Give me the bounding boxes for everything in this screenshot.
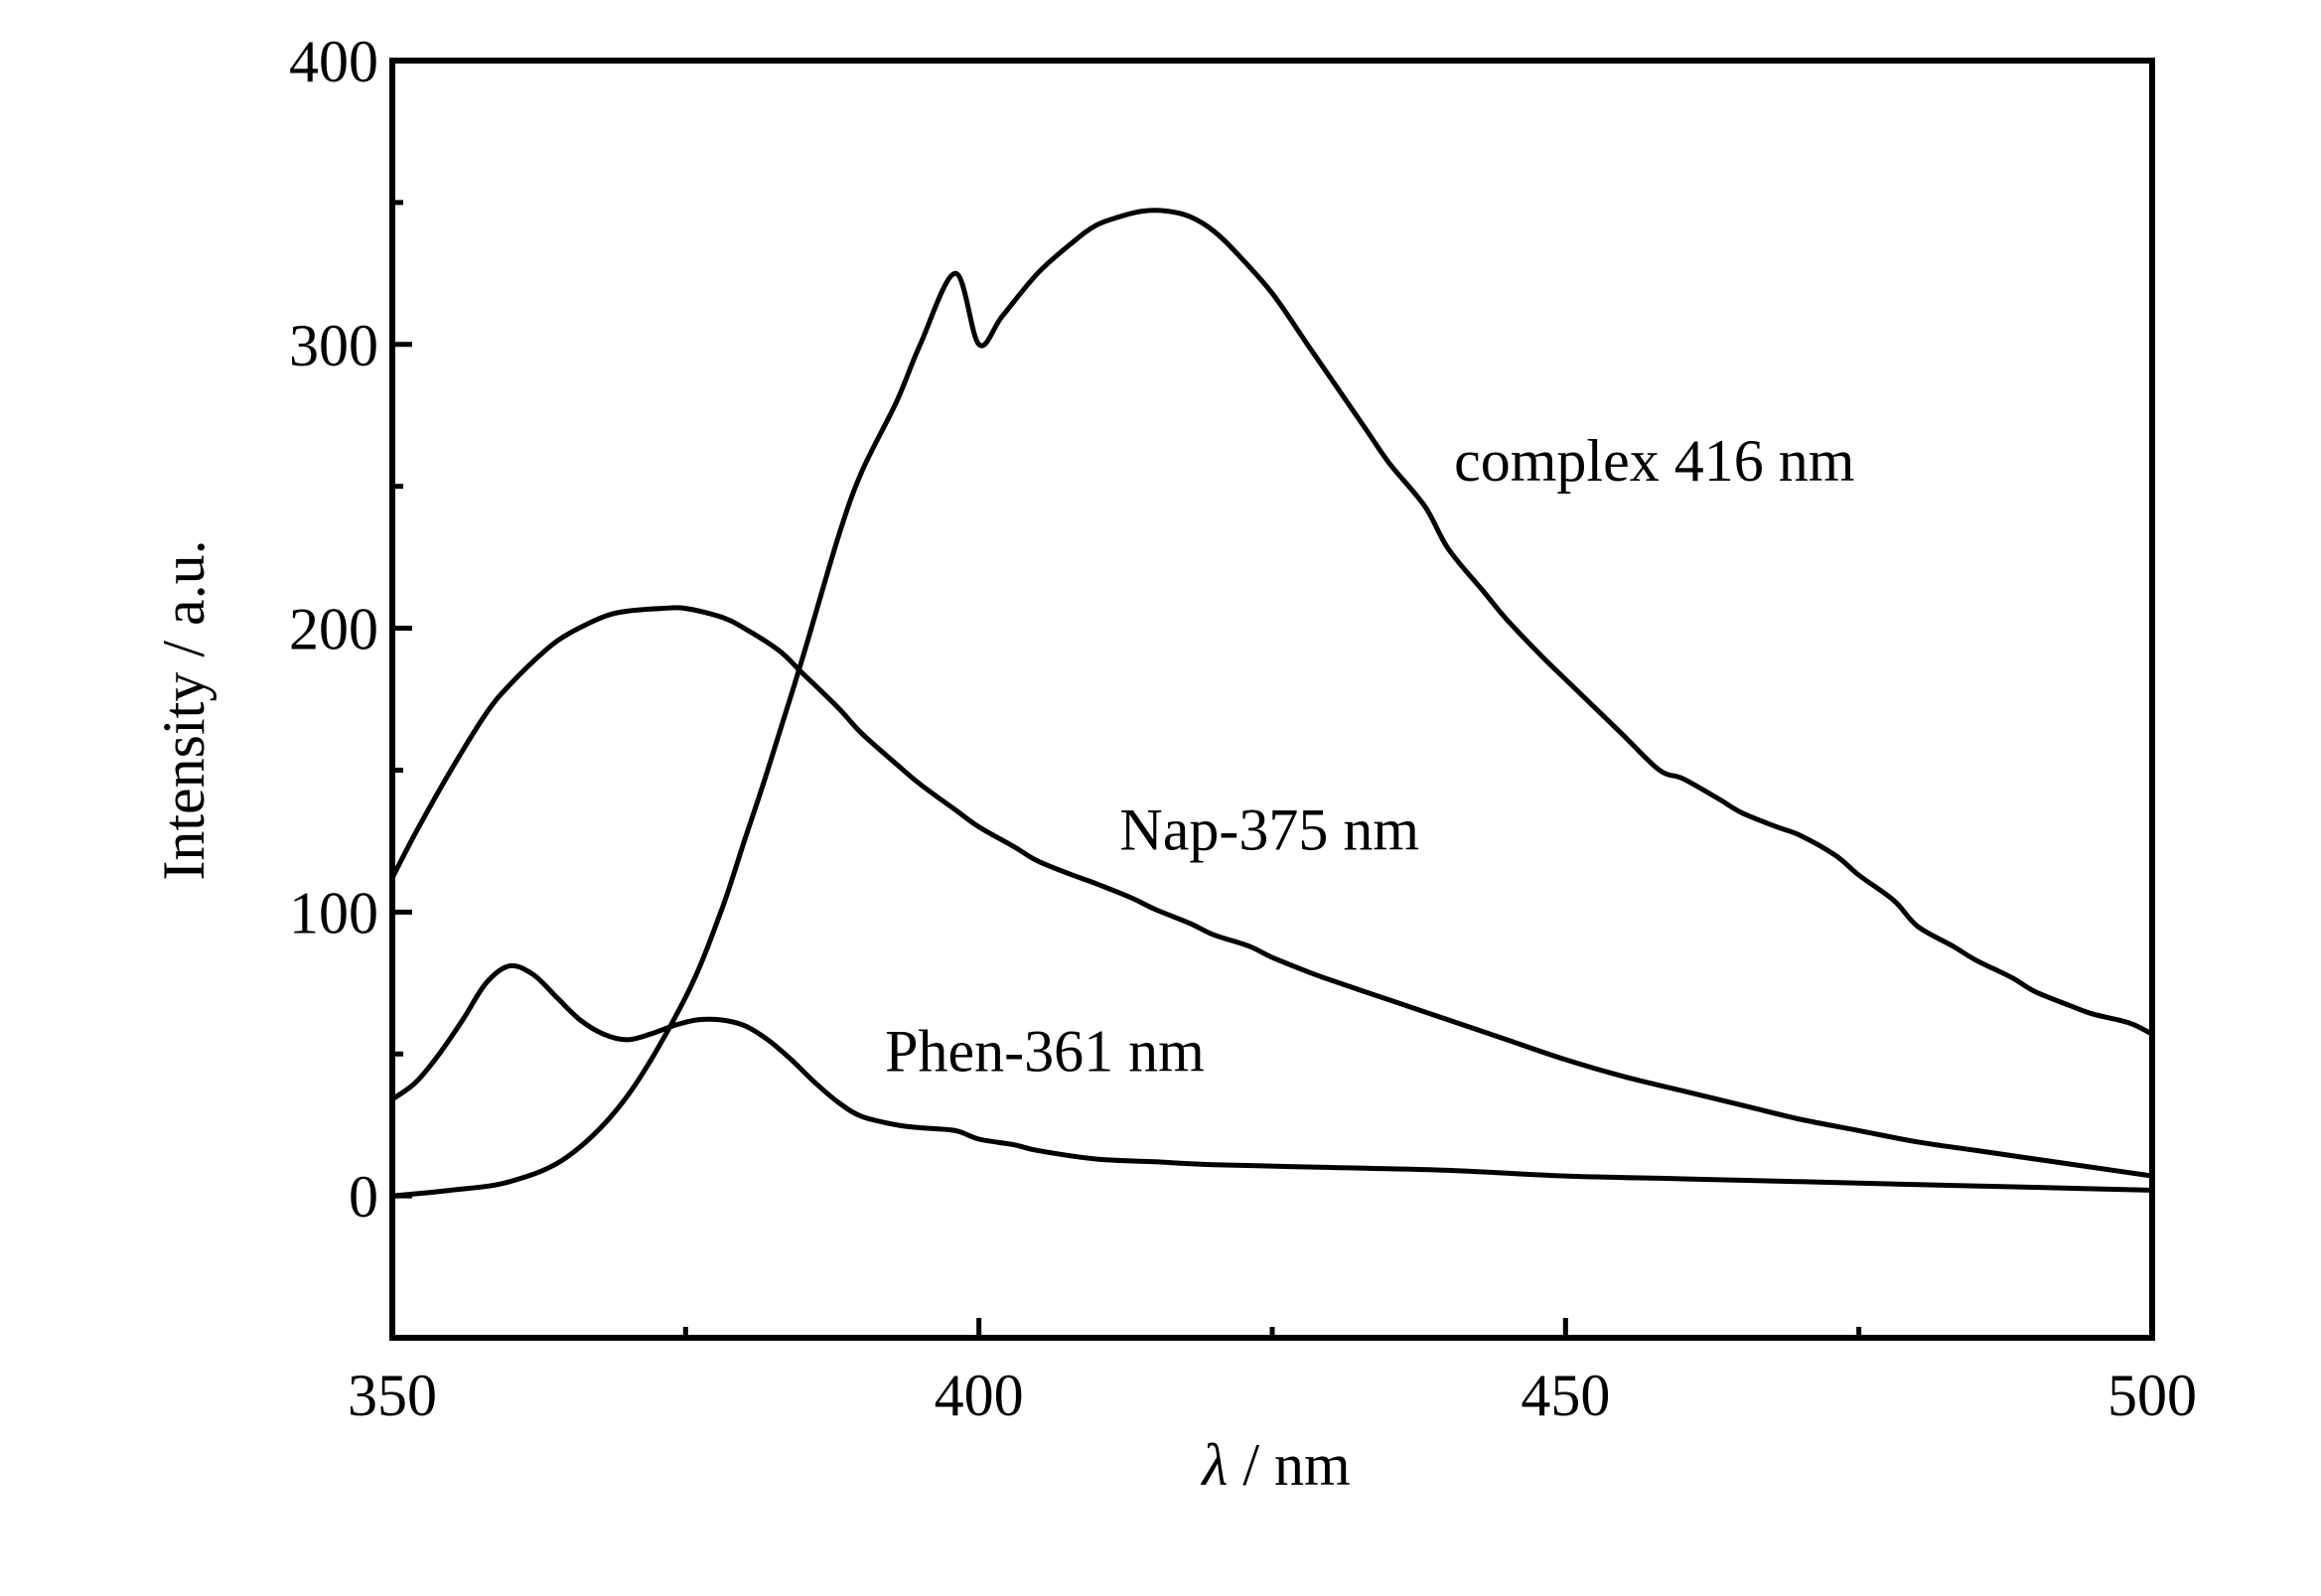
tick-labels: 350 400 450 500 0 100 200 300 400: [289, 29, 2197, 1428]
curve-complex: [389, 208, 2155, 1199]
curve-annotation: Nap-375 nm: [1119, 797, 1419, 862]
curve-annotations: complex 416 nm Nap-375 nm Phen-361 nm: [885, 428, 1854, 1084]
y-tick-label: 200: [289, 597, 378, 662]
curve-annotation: Phen-361 nm: [885, 1018, 1205, 1084]
spectrum-curves: [389, 208, 2155, 1199]
curve-phen: [389, 962, 2155, 1193]
y-tick-label: 100: [289, 880, 378, 945]
y-axis-title: Intensity / a.u.: [151, 539, 217, 880]
x-tick-label: 500: [2107, 1363, 2197, 1428]
x-tick-label: 350: [348, 1363, 437, 1428]
x-axis-title: λ / nm: [1200, 1432, 1350, 1498]
x-tick-label: 450: [1521, 1363, 1610, 1428]
x-tick-label: 400: [935, 1363, 1024, 1428]
axis-ticks: [389, 58, 2155, 1338]
curve-nap: [389, 605, 2155, 1179]
plot-frame: [389, 58, 2155, 1341]
y-tick-label: 0: [349, 1164, 378, 1230]
curve-annotation: complex 416 nm: [1454, 428, 1854, 494]
x-axis-symbol: λ: [1200, 1432, 1228, 1498]
y-tick-label: 300: [289, 313, 378, 378]
y-tick-label: 400: [289, 29, 378, 94]
x-axis-unit: / nm: [1228, 1432, 1350, 1498]
